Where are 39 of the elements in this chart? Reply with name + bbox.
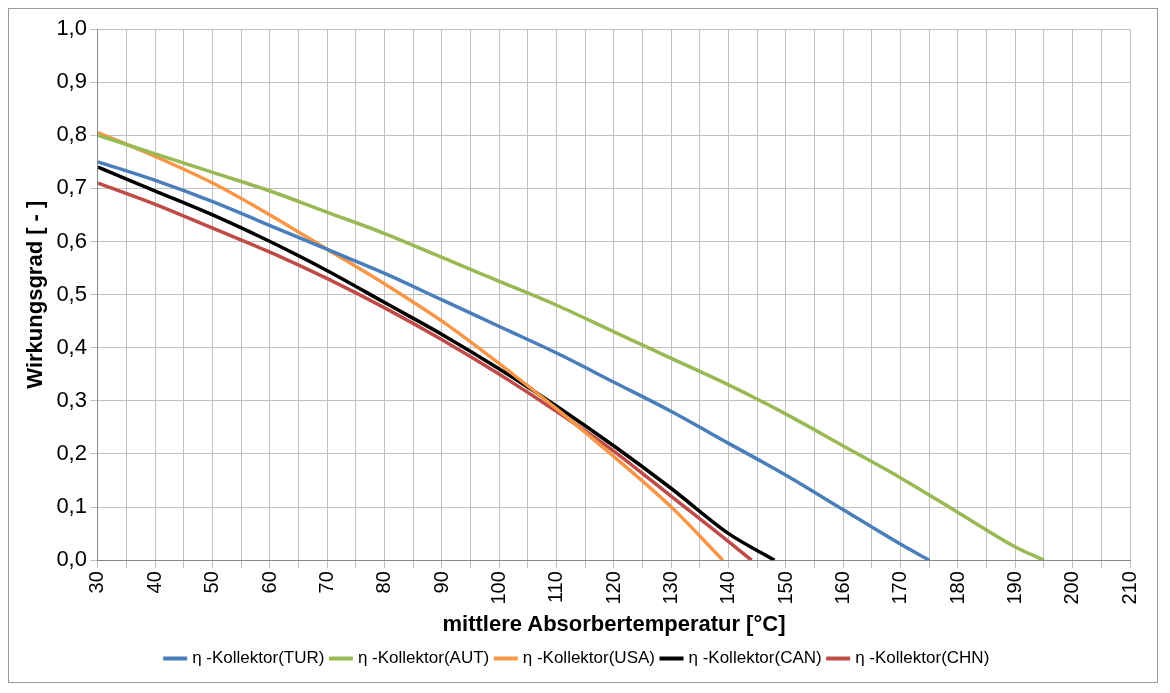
x-axis-title: mittlere Absorbertemperatur [°C] <box>442 610 786 636</box>
x-tick-label: 90 <box>429 571 452 594</box>
x-tick-label: 160 <box>830 571 853 605</box>
y-tick-label: 0,2 <box>56 440 87 466</box>
legend-label: η -Kollektor(CAN) <box>688 648 822 668</box>
x-tick-label: 60 <box>257 571 280 594</box>
legend-label: η -Kollektor(USA) <box>522 648 655 668</box>
x-tick-label: 200 <box>1060 571 1083 605</box>
y-tick-label: 0,1 <box>56 493 87 519</box>
legend-label: η -Kollektor(CHN) <box>855 648 990 668</box>
x-tick-label: 80 <box>372 571 395 594</box>
y-tick-label: 0,0 <box>56 546 87 572</box>
y-axis-title: Wirkungsgrad [ - ] <box>22 200 48 389</box>
y-tick-label: 0,3 <box>56 386 87 412</box>
y-tick-label: 0,5 <box>56 280 87 306</box>
x-tick-label: 50 <box>200 571 223 594</box>
x-tick-label: 140 <box>716 571 739 605</box>
x-tick-label: 150 <box>773 571 796 605</box>
x-tick-label: 100 <box>486 571 509 605</box>
x-tick-label: 180 <box>945 571 968 605</box>
x-tick-label: 30 <box>85 571 108 594</box>
x-tick-label: 190 <box>1002 571 1025 605</box>
line-series <box>97 133 1046 561</box>
y-tick-label: 0,7 <box>56 174 87 200</box>
x-tick-label: 130 <box>658 571 681 605</box>
x-tick-label: 210 <box>1117 571 1140 605</box>
x-tick-label: 70 <box>314 571 337 594</box>
x-tick-label: 170 <box>888 571 911 605</box>
legend-label: η -Kollektor(TUR) <box>192 648 325 668</box>
y-tick-label: 0,4 <box>56 333 87 359</box>
y-tick-label: 0,6 <box>56 227 87 253</box>
x-tick-label: 110 <box>544 571 567 604</box>
legend-label: η -Kollektor(AUT) <box>357 648 490 668</box>
y-tick-label: 0,9 <box>56 68 87 94</box>
x-tick-label: 120 <box>601 571 624 605</box>
line-series <box>97 160 932 561</box>
y-tick-label: 1,0 <box>56 15 87 41</box>
x-tick-label: 40 <box>142 571 165 594</box>
y-tick-label: 0,8 <box>56 121 87 147</box>
